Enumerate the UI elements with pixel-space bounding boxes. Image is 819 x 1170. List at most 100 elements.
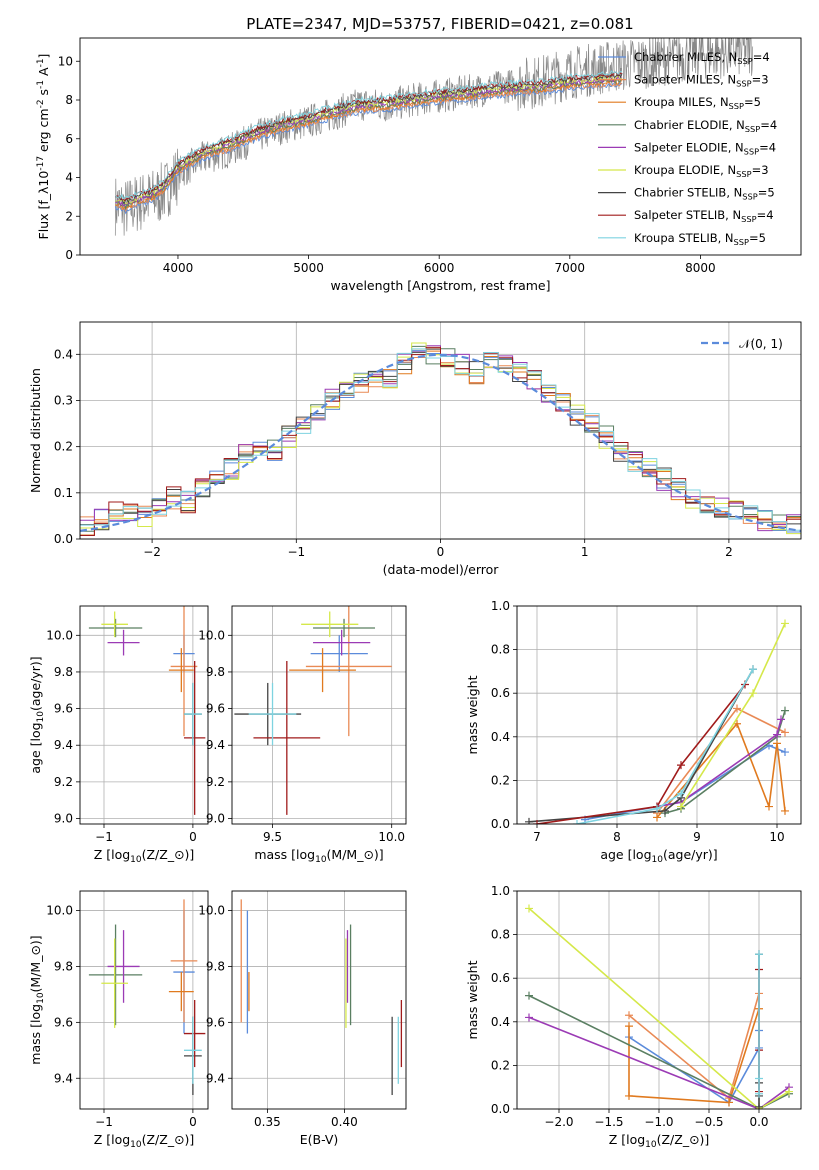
x-tick-label: −1 — [95, 830, 113, 844]
mass-weight-vs-age-frame — [516, 605, 802, 825]
x-axis-label: Z [log10​(Z/Z_⊙)] — [609, 1132, 710, 1150]
mass-weight-vs-Z-panel — [513, 890, 801, 1113]
mass-weight-marker — [525, 904, 533, 913]
mass-weight-marker — [525, 817, 533, 824]
spectrum-panel — [76, 60, 701, 259]
x-tick-label: 4000 — [163, 261, 194, 275]
x-tick-label: 6000 — [424, 261, 455, 275]
mass-weight-line — [528, 1016, 790, 1109]
y-tick-label: 0.0 — [491, 1102, 510, 1116]
y-tick-label: 8 — [65, 93, 73, 107]
mass-weight-marker — [625, 1022, 633, 1031]
y-tick-label: 9.6 — [206, 702, 225, 716]
mass-vs-EBV-frame — [231, 890, 407, 1110]
spectrum-plot-area — [114, 38, 754, 236]
mass-weight-line — [664, 710, 786, 814]
y-tick-label: 9.8 — [54, 665, 73, 679]
age-vs-mass-plot-area — [234, 606, 392, 815]
y-tick-label: 2 — [65, 209, 73, 223]
y-tick-label: 10 — [58, 54, 73, 68]
mass-weight-line — [528, 907, 790, 1109]
x-axis-label: Z [log10​(Z/Z_⊙)] — [94, 1132, 195, 1150]
y-tick-label: 10.0 — [198, 628, 225, 642]
age-vs-Z-frame — [79, 605, 209, 825]
y-tick-label: 0.2 — [54, 440, 73, 454]
mass-weight-marker — [785, 1087, 793, 1096]
mass-vs-Z-panel — [76, 891, 208, 1113]
mass-weight-marker — [755, 1089, 763, 1098]
y-tick-label: 0.2 — [491, 773, 510, 787]
y-tick-label: 0.4 — [491, 730, 510, 744]
spectrum-model-line — [115, 74, 623, 205]
age-vs-mass-frame — [231, 605, 407, 825]
y-tick-label: 0.4 — [491, 1015, 510, 1029]
mass-weight-marker — [653, 813, 661, 822]
normal-reference-curve — [80, 353, 801, 532]
x-tick-label: 0 — [189, 1115, 197, 1129]
y-tick-label: 9.0 — [54, 812, 73, 826]
mass-weight-line — [528, 994, 790, 1109]
legend-entry: Kroupa MILES, NSSP​=5 — [634, 95, 761, 111]
y-tick-label: 9.8 — [206, 665, 225, 679]
legend-entry: Kroupa STELIB, NSSP​=5 — [634, 231, 766, 247]
mass-vs-Z-frame — [79, 890, 209, 1110]
age-vs-Z-panel — [76, 606, 208, 828]
x-axis-label: age [log10​(age/yr)] — [600, 847, 717, 865]
y-axis-label: mass weight — [465, 675, 480, 754]
mass-weight-line — [656, 719, 782, 808]
age-vs-Z-plot-area — [88, 606, 206, 815]
mass-weight-marker — [755, 950, 763, 959]
y-axis-label: Normed distribution — [28, 368, 43, 493]
y-tick-label: 9.4 — [206, 738, 225, 752]
y-tick-label: 9.4 — [54, 1071, 73, 1085]
y-tick-label: 9.4 — [54, 738, 73, 752]
x-tick-label: 0 — [437, 545, 445, 559]
histogram-step — [80, 348, 801, 539]
y-tick-label: 0.1 — [54, 486, 73, 500]
y-tick-label: 9.6 — [206, 1015, 225, 1029]
legend-entry: 𝒩(0, 1) — [739, 337, 783, 351]
x-axis-label: wavelength [Angstrom, rest frame] — [330, 278, 550, 293]
mass-weight-marker — [525, 1013, 533, 1022]
legend-entry: Salpeter STELIB, NSSP​=4 — [634, 208, 774, 224]
y-axis-label: Flux [f_λ10-17​ erg cm-2​ s-1​ A-1​] — [36, 54, 51, 240]
x-tick-label: 10 — [769, 830, 784, 844]
mass-weight-marker — [755, 1074, 763, 1083]
y-axis-label: mass [log10​(M/M_⊙)] — [28, 935, 46, 1064]
y-axis-label: age [log10​(age/yr)] — [28, 656, 46, 773]
y-tick-label: 0.4 — [54, 347, 73, 361]
mass-weight-marker — [625, 1011, 633, 1020]
y-tick-label: 0.0 — [54, 532, 73, 546]
y-tick-label: 1.0 — [491, 884, 510, 898]
y-tick-label: 10.0 — [198, 904, 225, 918]
mass-weight-marker — [777, 715, 785, 724]
y-tick-label: 4 — [65, 171, 73, 185]
y-tick-label: 9.2 — [206, 775, 225, 789]
mass-weight-marker — [781, 619, 789, 628]
x-tick-label: 10.0 — [378, 830, 405, 844]
x-tick-label: 9.5 — [263, 830, 282, 844]
mass-weight-marker — [773, 730, 781, 739]
mass-weight-marker — [677, 761, 685, 770]
x-tick-label: 8000 — [685, 261, 716, 275]
x-tick-label: 5000 — [293, 261, 324, 275]
figure-title: PLATE=2347, MJD=53757, FIBERID=0421, z=0… — [246, 15, 633, 33]
mass-weight-marker — [625, 1091, 633, 1100]
x-tick-label: 7000 — [555, 261, 586, 275]
y-tick-label: 9.6 — [54, 702, 73, 716]
x-tick-label: −2.0 — [544, 1115, 573, 1129]
y-tick-label: 9.8 — [206, 959, 225, 973]
x-axis-label: mass [log10​(M/M_⊙)] — [254, 847, 383, 865]
y-tick-label: 10.0 — [46, 628, 73, 642]
spectrum-model-line — [115, 71, 623, 201]
mass-weight-vs-Z-frame — [516, 890, 802, 1110]
x-tick-label: 0.0 — [749, 1115, 768, 1129]
x-tick-label: 8 — [613, 830, 621, 844]
legend-entry: Chabrier ELODIE, NSSP​=4 — [634, 118, 777, 134]
x-tick-label: −1 — [287, 545, 305, 559]
mass-weight-marker — [677, 802, 685, 811]
mass-weight-marker — [725, 1098, 733, 1107]
y-tick-label: 0.6 — [491, 686, 510, 700]
